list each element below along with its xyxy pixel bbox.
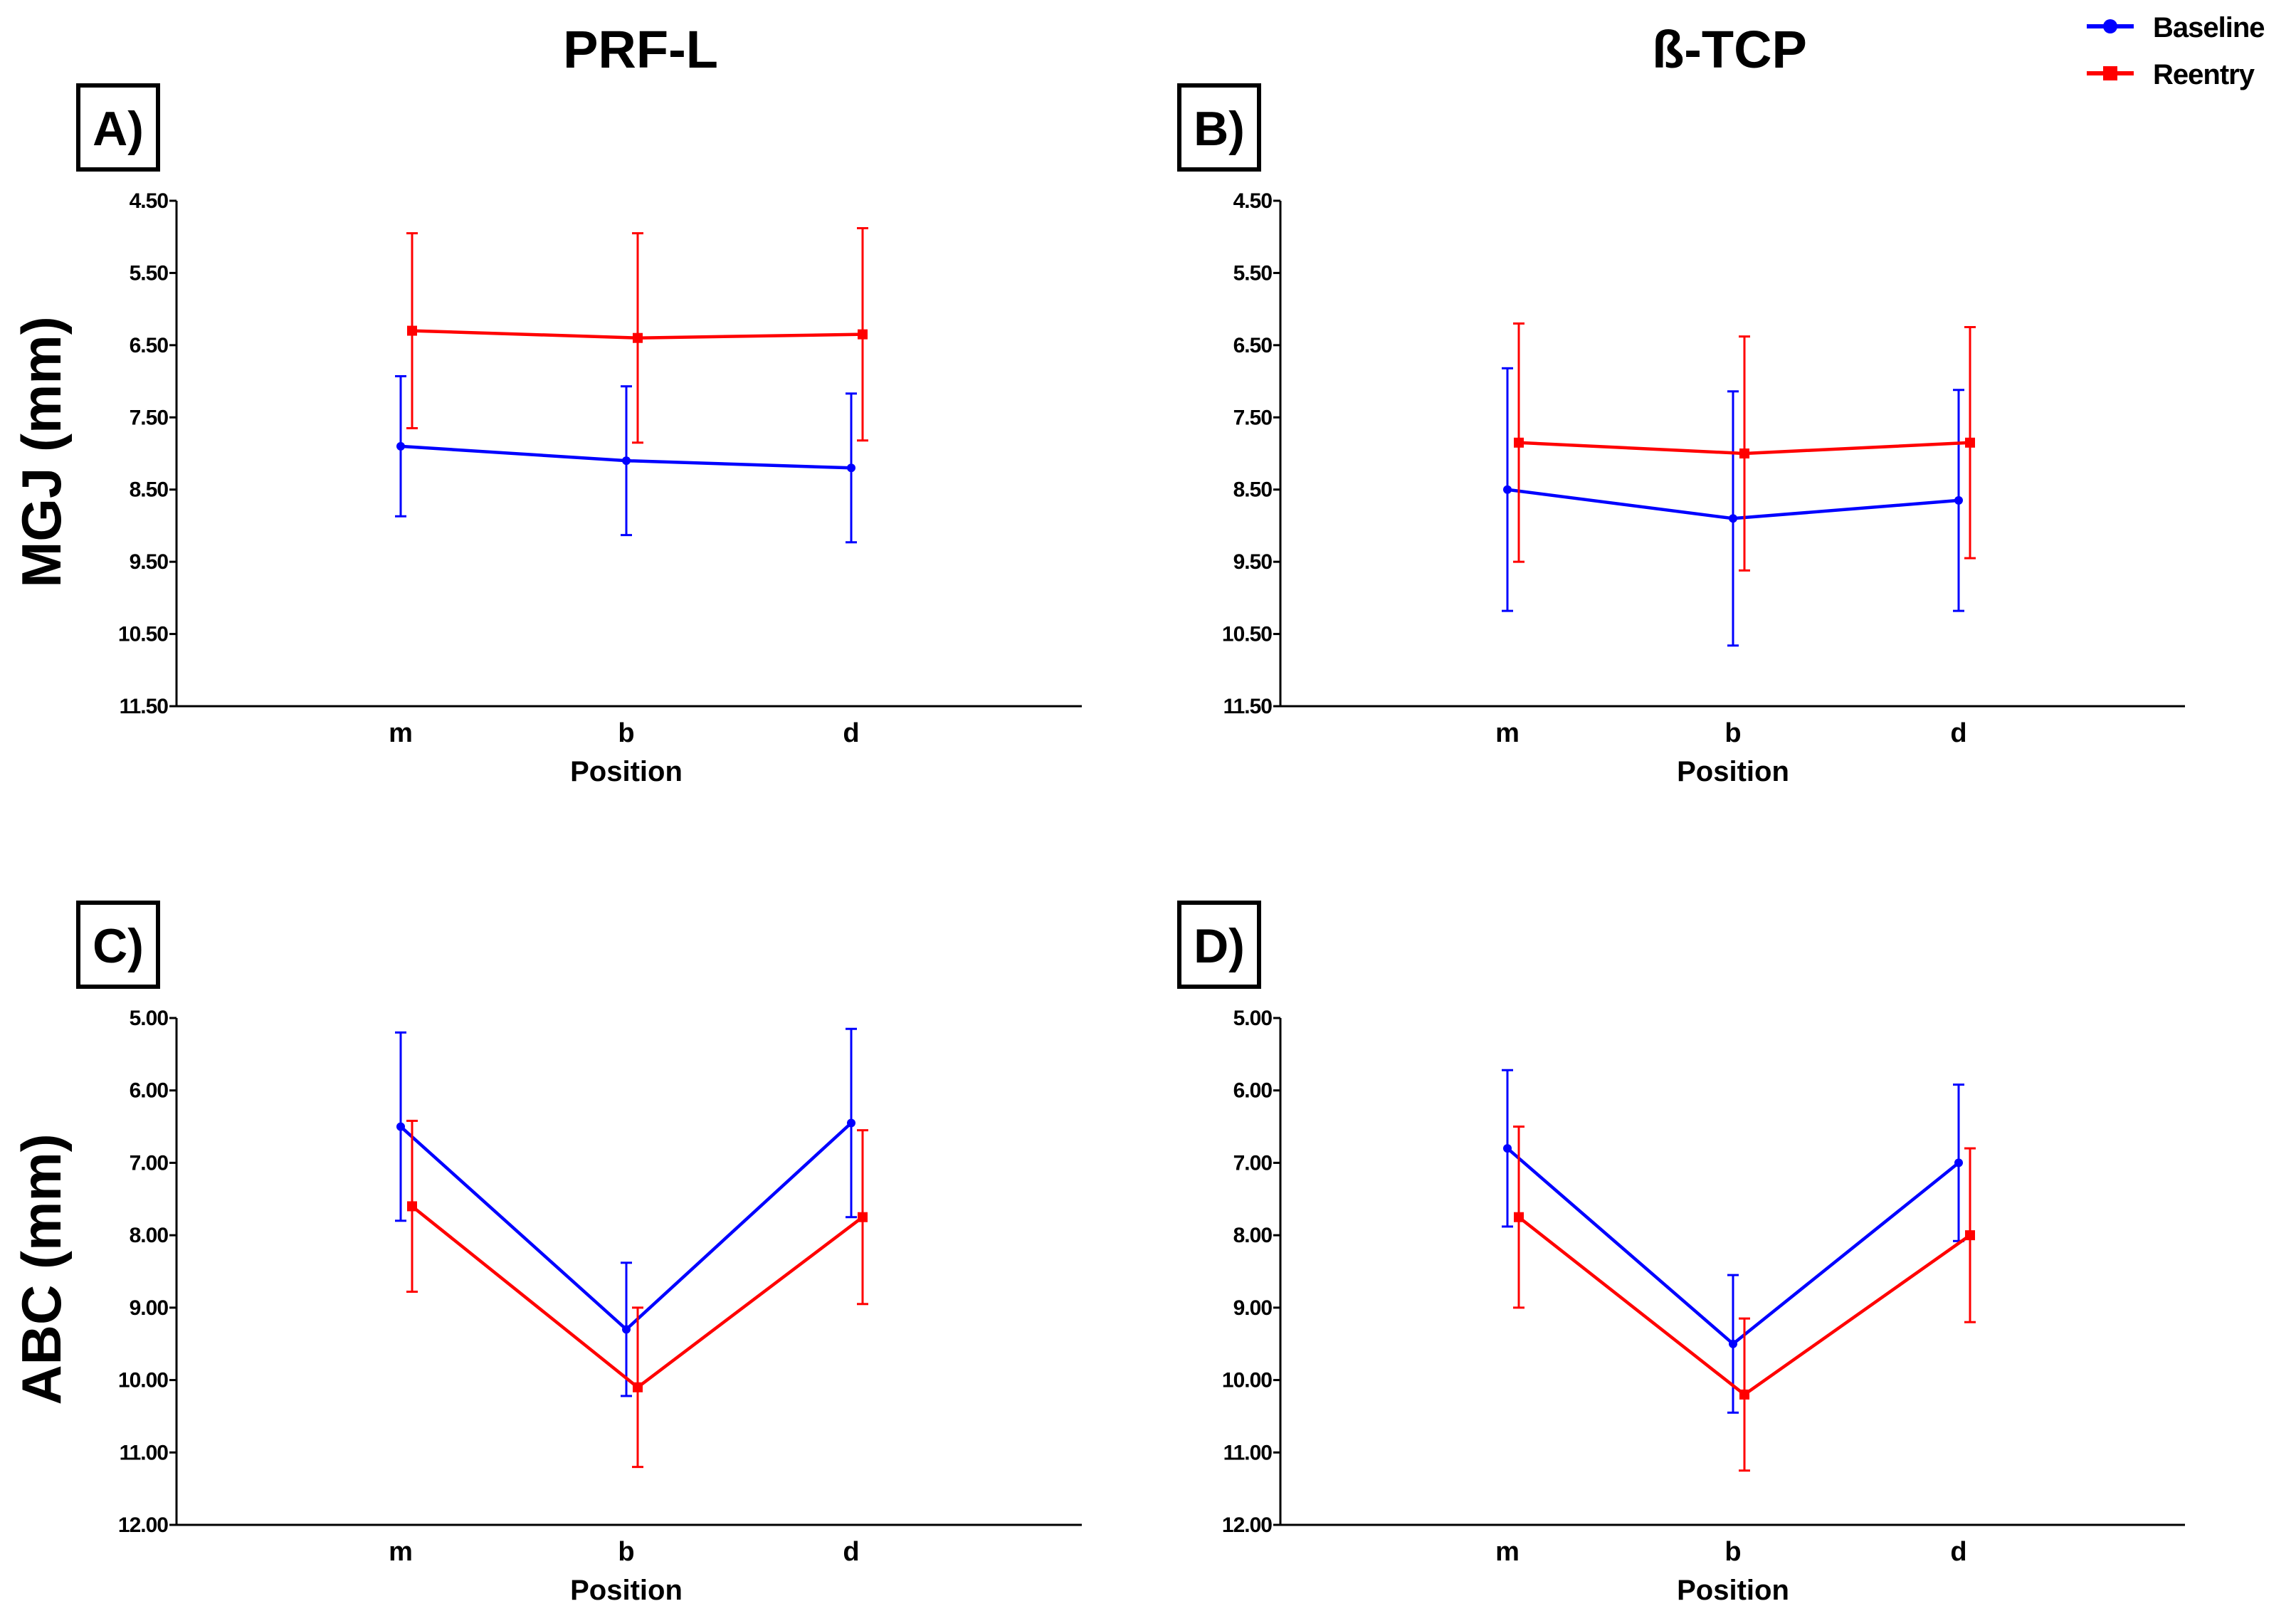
y-tick-label: 5.50 [1233, 261, 1273, 285]
data-point-reentry [1739, 448, 1749, 458]
y-tick-label: 7.50 [130, 406, 169, 429]
row-label-abc: ABC (mm) [10, 1133, 73, 1405]
chart-panel-1: A) 4.50 5.50 6.50 7.50 8.50 9.50 10.50 11.50 m b d P… [76, 83, 1082, 787]
chart-panel-2: B) 4.50 5.50 6.50 7.50 8.50 9.50 10.50 11.50 m b d P… [1177, 83, 2185, 787]
y-tick-label: 11.50 [1223, 695, 1273, 718]
y-tick-label: 10.00 [1222, 1369, 1272, 1392]
data-point-baseline [1729, 514, 1737, 523]
data-point-baseline [396, 441, 405, 451]
data-point-reentry [1514, 437, 1524, 448]
y-tick-label: 8.00 [130, 1224, 169, 1247]
legend-reentry-marker [2103, 66, 2117, 80]
y-tick-label: 7.00 [130, 1151, 169, 1175]
data-point-reentry [633, 1382, 643, 1392]
y-tick-label: 6.00 [1233, 1079, 1273, 1103]
y-tick-label: 4.50 [130, 189, 169, 213]
x-tick-label: m [389, 718, 413, 748]
x-tick-label: d [1950, 1537, 1966, 1567]
y-tick-label: 6.50 [1233, 334, 1273, 357]
x-tick-label: m [1495, 1537, 1520, 1567]
data-point-baseline [1954, 1158, 1963, 1168]
x-tick-label: d [843, 718, 859, 748]
column-title-b-tcp: ß-TCP [1652, 20, 1807, 79]
panel-letter: D) [1194, 919, 1245, 973]
row-label-mgj: MGJ (mm) [10, 316, 73, 587]
y-tick-label: 6.50 [130, 334, 169, 357]
legend-baseline-marker [2103, 19, 2117, 33]
x-tick-label: b [1724, 1537, 1741, 1567]
y-tick-label: 11.00 [1223, 1441, 1273, 1464]
x-tick-label: d [843, 1537, 859, 1567]
y-tick-label: 8.50 [130, 478, 169, 502]
y-tick-label: 10.50 [1222, 623, 1272, 646]
data-point-reentry [858, 329, 868, 340]
legend-reentry-label: Reentry [2153, 59, 2255, 90]
data-point-reentry [633, 332, 643, 343]
panel-letter: B) [1194, 102, 1245, 156]
panel-letter-box [1177, 83, 1261, 172]
y-tick-label: 11.00 [120, 1441, 169, 1464]
x-tick-label: m [1495, 718, 1520, 748]
y-tick-label: 8.00 [1233, 1224, 1273, 1247]
x-tick-label: b [1724, 718, 1741, 748]
data-point-baseline [1729, 1339, 1737, 1348]
data-point-baseline [847, 463, 855, 473]
x-axis-label: Position [1677, 756, 1789, 787]
panel-letter-box [76, 901, 160, 989]
data-point-baseline [396, 1122, 405, 1131]
y-tick-label: 8.50 [1233, 478, 1273, 502]
x-axis-label: Position [1677, 1575, 1789, 1606]
panel-letter: A) [93, 102, 144, 156]
y-tick-label: 10.50 [118, 623, 168, 646]
data-point-reentry [1965, 1230, 1975, 1241]
data-point-baseline [847, 1118, 855, 1128]
y-tick-label: 7.50 [1233, 406, 1273, 429]
y-tick-label: 4.50 [1233, 189, 1273, 213]
y-tick-label: 12.00 [1222, 1513, 1272, 1537]
data-point-baseline [1503, 1144, 1512, 1153]
data-point-reentry [1514, 1212, 1524, 1222]
x-tick-label: d [1950, 718, 1966, 748]
data-point-baseline [1503, 485, 1512, 494]
data-point-reentry [1965, 437, 1975, 448]
x-axis-label: Position [570, 756, 683, 787]
data-point-reentry [407, 325, 417, 336]
legend: Baseline Reentry [2087, 12, 2265, 90]
x-tick-label: b [618, 718, 634, 748]
data-point-reentry [1739, 1389, 1749, 1400]
y-tick-label: 9.00 [130, 1296, 169, 1320]
legend-baseline-label: Baseline [2153, 12, 2265, 43]
data-point-reentry [858, 1212, 868, 1222]
y-tick-label: 9.50 [130, 550, 169, 574]
y-tick-label: 9.50 [1233, 550, 1273, 574]
y-tick-label: 5.00 [1233, 1007, 1273, 1030]
panel-letter-box [76, 83, 160, 172]
y-tick-label: 7.00 [1233, 1151, 1273, 1175]
y-tick-label: 10.00 [118, 1369, 168, 1392]
data-point-baseline [1954, 495, 1963, 505]
data-point-baseline [622, 1325, 631, 1334]
y-tick-label: 11.50 [120, 695, 169, 718]
panel-letter-box [1177, 901, 1261, 989]
column-title-prf-l: PRF-L [563, 20, 718, 79]
y-tick-label: 6.00 [130, 1079, 169, 1103]
chart-panel-3: C) 5.00 6.00 7.00 8.00 9.00 10.00 11.00 12.00 m b d… [76, 901, 1082, 1606]
chart-panel-4: D) 5.00 6.00 7.00 8.00 9.00 10.00 11.00 12.00 m b d… [1177, 901, 2185, 1606]
x-tick-label: m [389, 1537, 413, 1567]
y-tick-label: 12.00 [118, 1513, 168, 1537]
data-point-baseline [622, 456, 631, 466]
x-axis-label: Position [570, 1575, 683, 1606]
x-tick-label: b [618, 1537, 634, 1567]
y-tick-label: 5.50 [130, 261, 169, 285]
y-tick-label: 5.00 [130, 1007, 169, 1030]
y-tick-label: 9.00 [1233, 1296, 1273, 1320]
data-point-reentry [407, 1201, 417, 1212]
panel-letter: C) [93, 919, 144, 973]
